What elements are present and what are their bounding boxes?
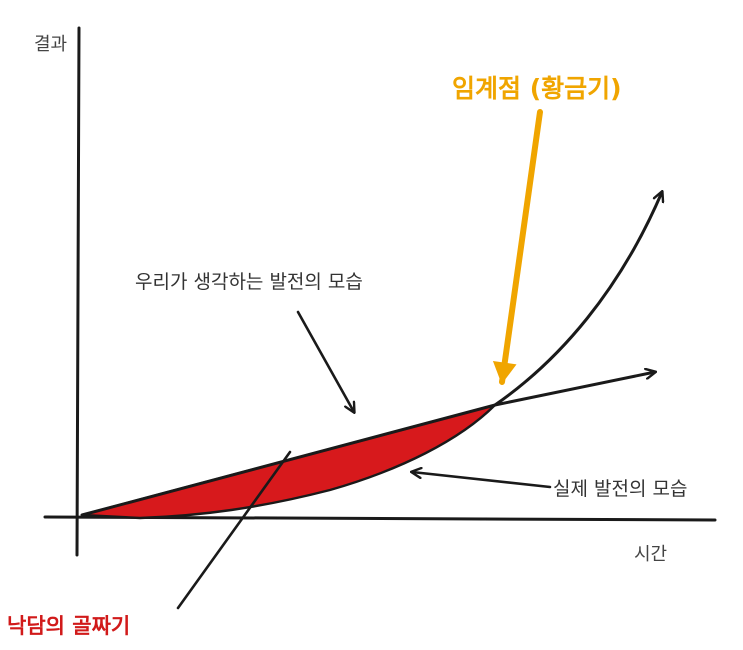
y-axis bbox=[75, 26, 81, 557]
expected-progress-pointer bbox=[296, 310, 354, 412]
critical-point-label: 임계점 (황금기) bbox=[452, 74, 622, 103]
actual-progress-label: 실제 발전의 모습 bbox=[553, 478, 687, 500]
actual-progress-curve bbox=[493, 192, 662, 407]
critical-point-arrow bbox=[492, 109, 543, 385]
y-axis-label: 결과 bbox=[34, 34, 67, 55]
expected-progress-label: 우리가 생각하는 발전의 모습 bbox=[135, 271, 363, 293]
x-axis-label: 시간 bbox=[634, 544, 667, 565]
valley-pointer bbox=[176, 450, 292, 610]
valley-of-disappointment-label: 낙담의 골짜기 bbox=[7, 614, 130, 638]
actual-progress-pointer bbox=[412, 472, 552, 489]
